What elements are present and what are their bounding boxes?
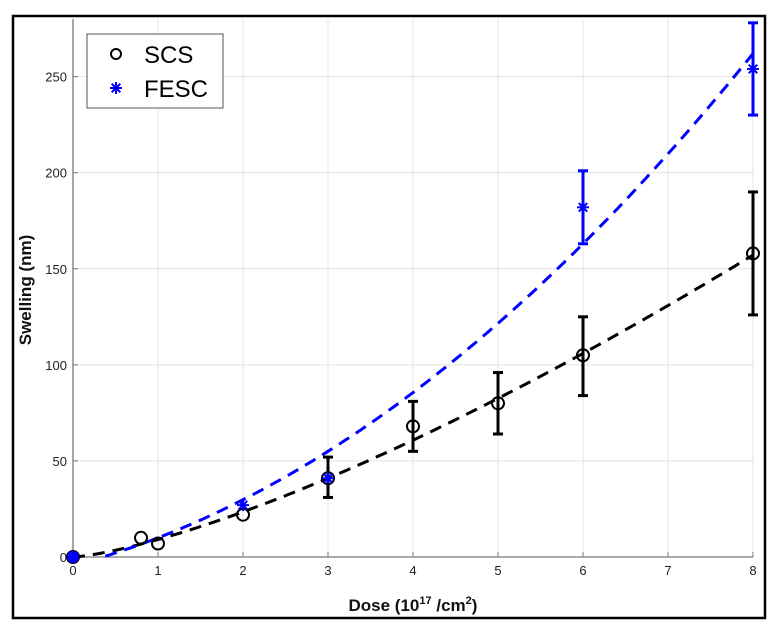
asterisk-stroke bbox=[323, 473, 333, 484]
asterisk-stroke bbox=[578, 202, 588, 213]
data-point-fesc bbox=[237, 499, 249, 512]
x-tick-label: 5 bbox=[494, 563, 501, 578]
legend: SCS FESC bbox=[86, 33, 224, 109]
data-point-fesc bbox=[747, 21, 759, 117]
x-tick-label: 1 bbox=[154, 563, 161, 578]
x-tick-label: 4 bbox=[409, 563, 416, 578]
circle-marker bbox=[406, 419, 420, 434]
data-point-scs bbox=[406, 399, 420, 453]
x-tick-label: 3 bbox=[324, 563, 331, 578]
fit-curve-fesc bbox=[104, 52, 755, 558]
data-point-fesc bbox=[577, 169, 589, 246]
asterisk-stroke bbox=[111, 83, 121, 93]
y-tick-label: 100 bbox=[45, 358, 67, 373]
data-point-scs bbox=[576, 315, 590, 398]
data-point-scs bbox=[746, 190, 760, 317]
data-point-scs bbox=[151, 536, 165, 551]
x-tick-label: 8 bbox=[749, 563, 756, 578]
data-point-fesc bbox=[67, 551, 79, 563]
legend-scs-label: SCS bbox=[144, 42, 193, 69]
legend-fesc-label: FESC bbox=[144, 76, 208, 103]
y-tick-label: 50 bbox=[53, 454, 67, 469]
axes: 0 1 2 3 4 5 6 7 8 0 50 100 150 200 250 bbox=[45, 19, 757, 578]
data-point-scs bbox=[491, 371, 505, 436]
circle-marker bbox=[491, 396, 505, 411]
x-tick-label: 7 bbox=[664, 563, 671, 578]
legend-fesc-marker bbox=[110, 82, 122, 94]
data-point-fesc bbox=[322, 472, 334, 485]
x-tick-label: 2 bbox=[239, 563, 246, 578]
y-tick-label: 150 bbox=[45, 262, 67, 277]
data-marks bbox=[66, 21, 760, 564]
y-tick-label: 200 bbox=[45, 166, 67, 181]
series-scs bbox=[66, 190, 760, 564]
figure-frame bbox=[11, 14, 767, 620]
asterisk-marker bbox=[67, 551, 79, 563]
x-axis-label: Dose (1017 /cm2) bbox=[349, 595, 478, 615]
y-tick-label: 250 bbox=[45, 70, 67, 85]
asterisk-stroke bbox=[238, 500, 248, 511]
x-tick-label: 0 bbox=[69, 563, 76, 578]
x-tick-label: 6 bbox=[579, 563, 586, 578]
circle-marker bbox=[151, 536, 165, 551]
circle-marker bbox=[134, 530, 148, 545]
y-tick-label: 0 bbox=[60, 550, 67, 565]
series-fesc bbox=[67, 21, 759, 563]
circle-marker bbox=[746, 246, 760, 261]
circle-marker bbox=[576, 348, 590, 363]
y-axis-label: Swelling (nm) bbox=[16, 235, 35, 346]
data-point-scs bbox=[134, 530, 148, 545]
legend-scs-marker bbox=[110, 48, 122, 60]
asterisk-stroke bbox=[748, 64, 758, 74]
